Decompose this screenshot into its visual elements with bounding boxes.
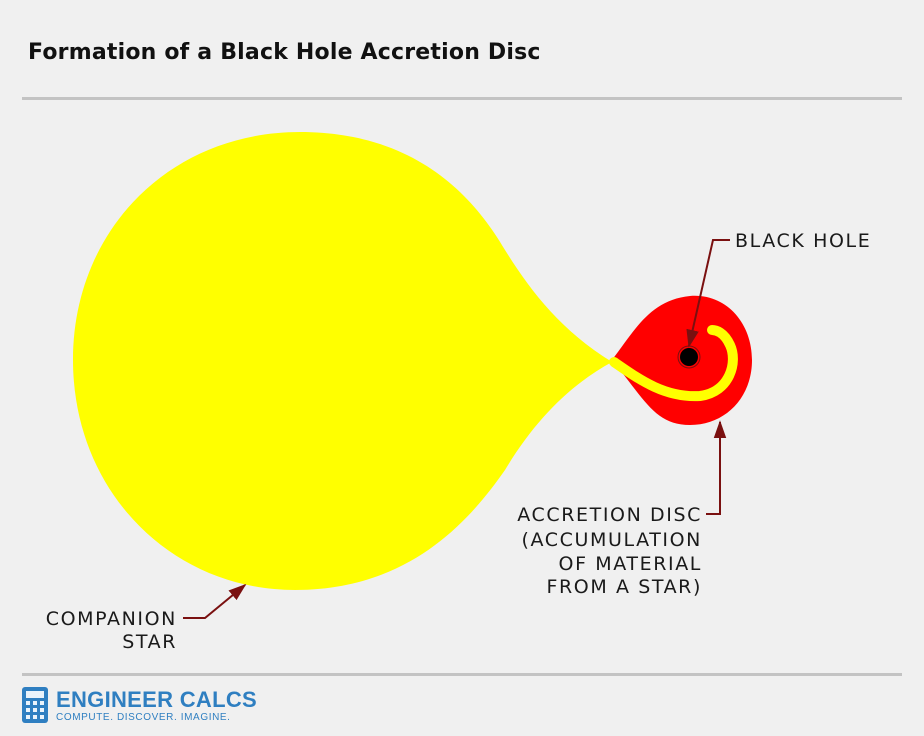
companion-star — [73, 132, 612, 590]
brand-name: ENGINEER CALCS — [56, 687, 257, 712]
accretion-disc-label-4: FROM A STAR) — [546, 576, 702, 598]
footer-divider — [22, 673, 902, 676]
brand-logo: ENGINEER CALCS COMPUTE. DISCOVER. IMAGIN… — [22, 687, 322, 727]
accretion-disc-label-1: ACCRETION DISC — [517, 504, 702, 526]
accretion-disc-leader — [706, 420, 727, 515]
black-hole-leader — [686, 239, 730, 348]
accretion-disc-label-3: OF MATERIAL — [559, 553, 702, 575]
material-stream — [609, 325, 738, 402]
brand-tagline: COMPUTE. DISCOVER. IMAGINE. — [56, 712, 231, 723]
black-hole-label: BLACK HOLE — [735, 230, 871, 252]
companion-star-label-2: STAR — [122, 631, 177, 653]
accretion-disc-label-2: (ACCUMULATION — [521, 529, 702, 551]
calculator-icon — [22, 687, 48, 723]
header-divider — [22, 97, 902, 100]
page-title: Formation of a Black Hole Accretion Disc — [28, 40, 541, 65]
companion-star-leader — [183, 583, 247, 619]
black-hole — [680, 348, 698, 366]
companion-star-label-1: COMPANION — [46, 608, 177, 630]
